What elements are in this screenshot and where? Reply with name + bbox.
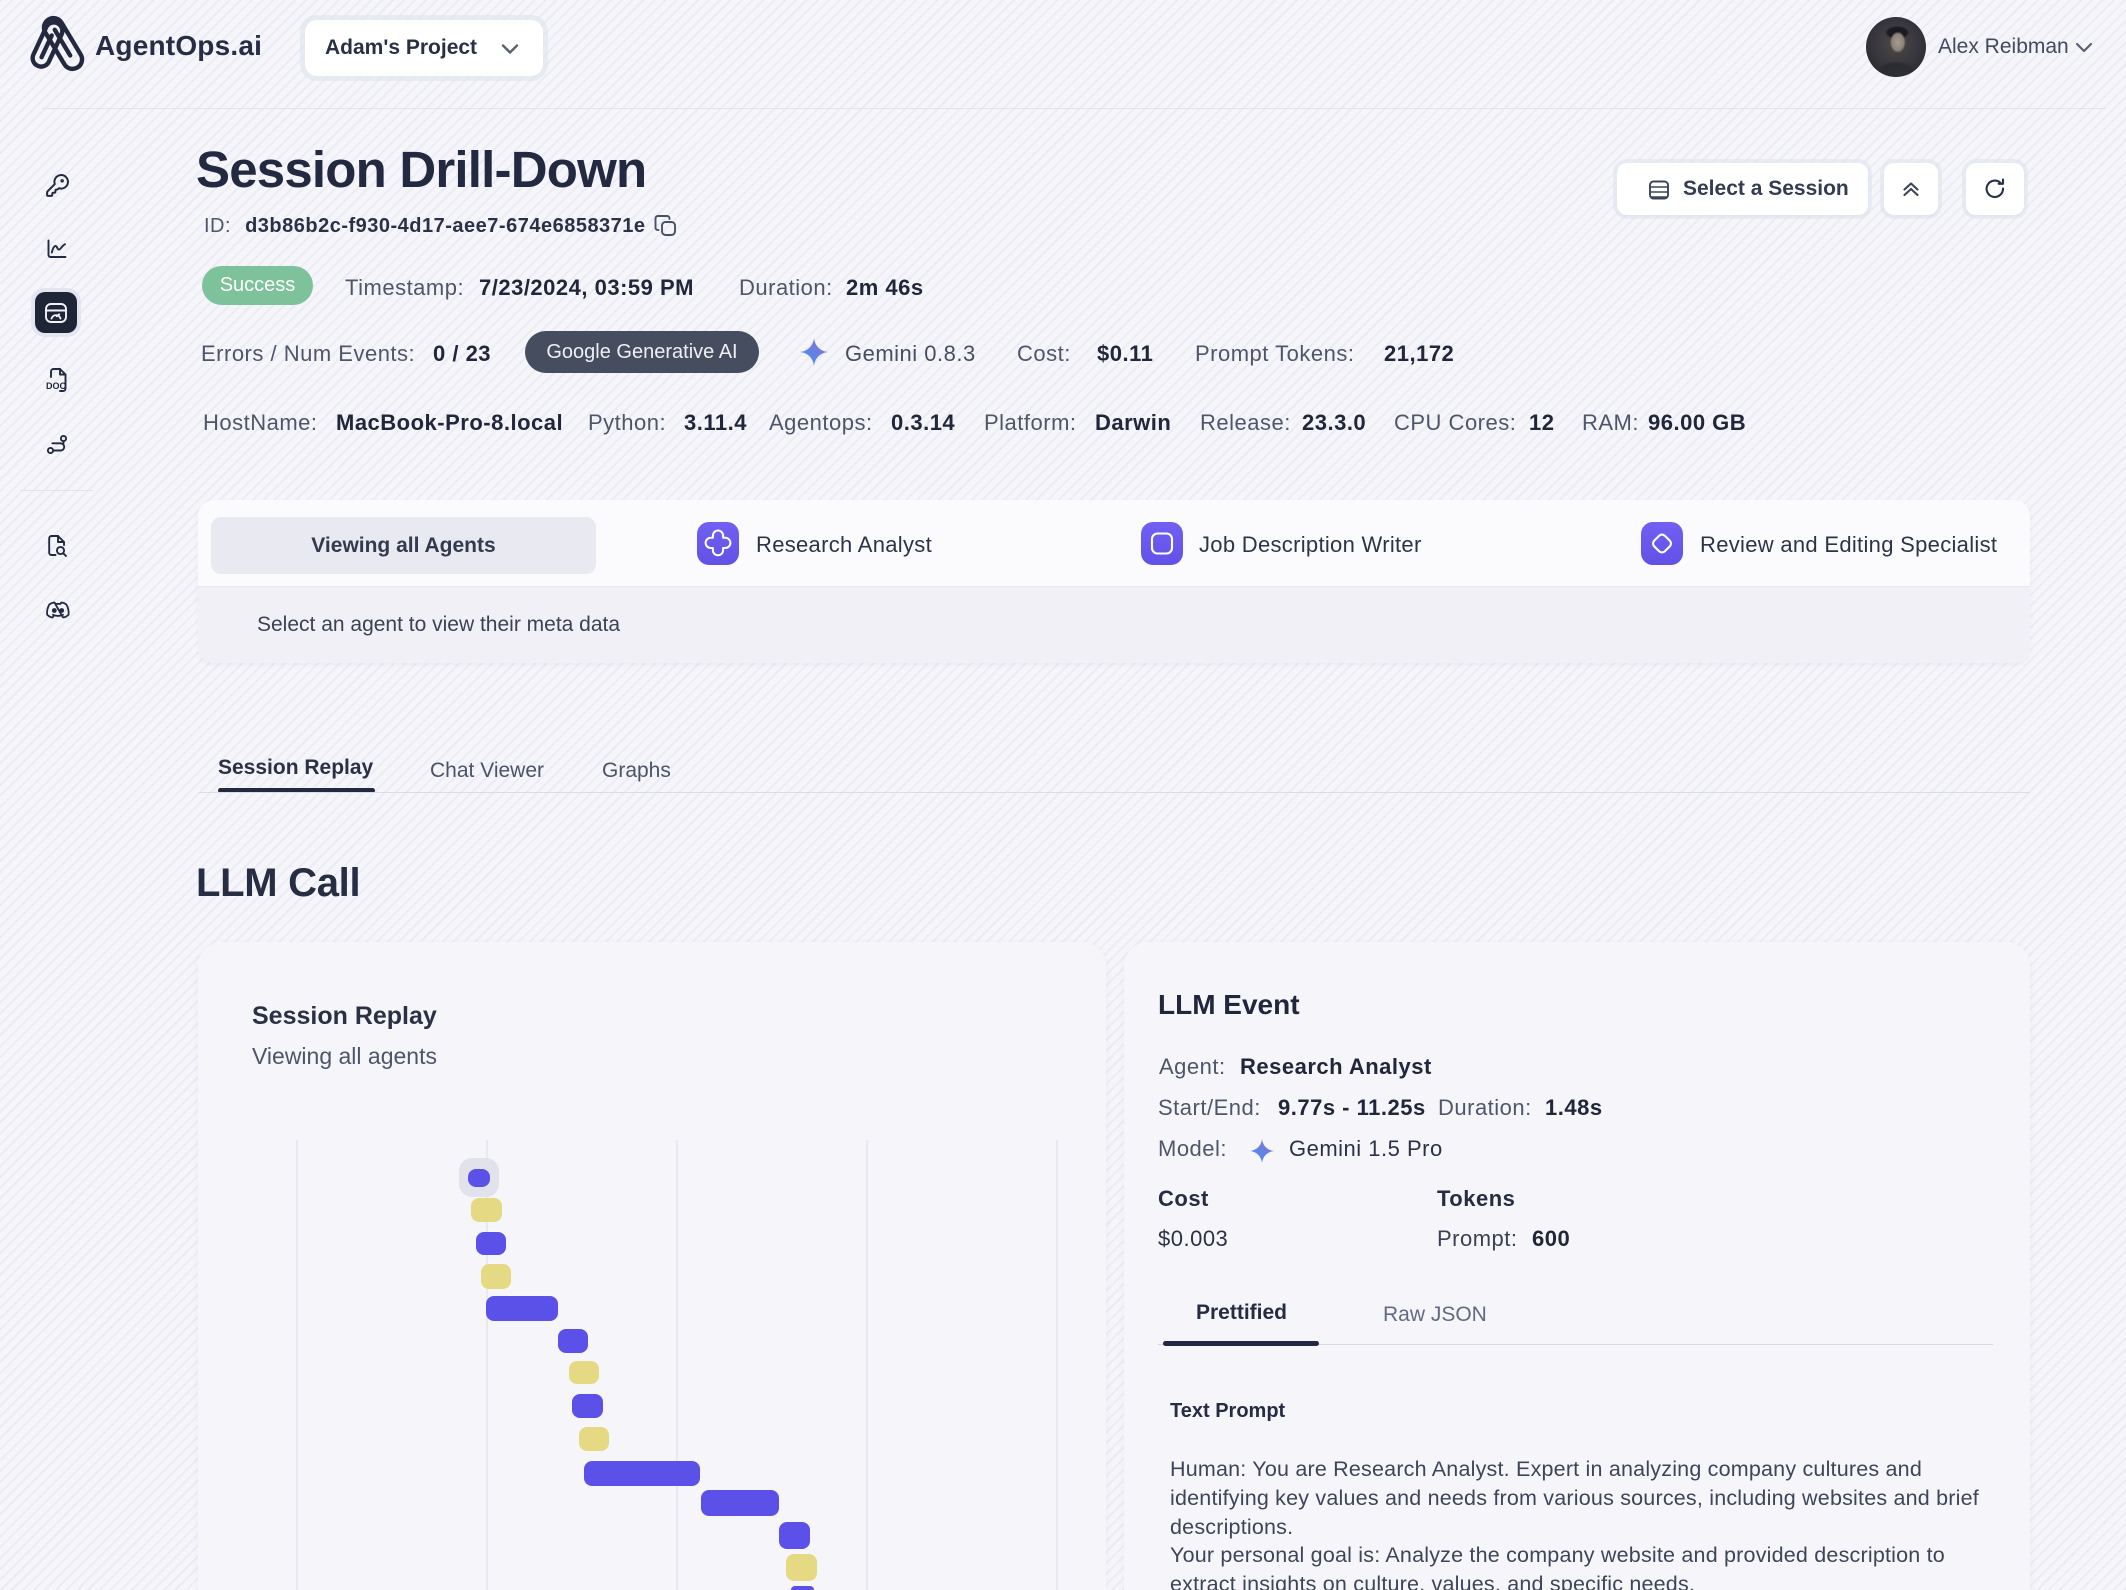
svg-text:DOC: DOC [46, 381, 67, 391]
